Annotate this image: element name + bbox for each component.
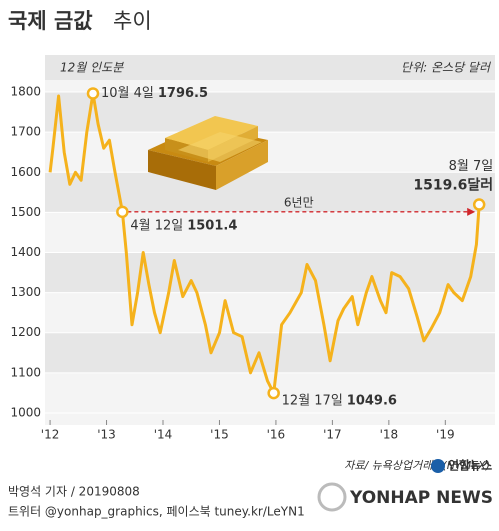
x-tick-label: '14 xyxy=(154,428,173,442)
y-tick-label: 1100 xyxy=(10,365,41,379)
annotation-date: 4월 12일 xyxy=(130,218,183,233)
annotation-marker xyxy=(267,386,280,400)
header-band xyxy=(45,55,495,80)
span-label: 6년만 xyxy=(284,195,314,209)
source: 자료/ 뉴욕상업거래소(NYMEX) xyxy=(344,459,490,472)
x-tick-label: '16 xyxy=(267,428,286,442)
subtitle: 12월 인도분 xyxy=(60,61,124,75)
x-tick-label: '15 xyxy=(210,428,229,442)
y-tick-label: 1600 xyxy=(10,165,41,179)
annotation-value: 1501.4 xyxy=(187,218,237,233)
watermark: YONHAP NEWS xyxy=(349,488,493,508)
credit: 박영석 기자 / 20190808 xyxy=(8,485,140,499)
watermark-icon xyxy=(317,482,347,512)
y-tick-label: 1300 xyxy=(10,285,41,299)
grid-band xyxy=(45,92,495,133)
social: 트위터 @yonhap_graphics, 페이스북 tuney.kr/LeYN… xyxy=(8,505,305,519)
chart-title-suffix: 추이 xyxy=(113,9,152,33)
grid-band xyxy=(45,332,495,373)
annotation-date: 12월 17일 xyxy=(282,394,343,409)
y-tick-label: 1200 xyxy=(10,325,41,339)
annotation-date: 10월 4일 xyxy=(101,86,154,101)
plot-area: 1000 1100 1200 1300 1400 1500 1600 1700 1800 '12 '… xyxy=(10,55,495,442)
annotation-value: 1049.6 xyxy=(347,394,397,409)
annotation-value: 1796.5 xyxy=(158,86,208,101)
y-tick-label: 1000 xyxy=(10,405,41,419)
grid-band xyxy=(45,252,495,293)
x-tick-label: '12 xyxy=(41,428,60,442)
annotation-value: 1519.6달러 xyxy=(413,178,493,194)
y-tick-label: 1500 xyxy=(10,205,41,219)
y-tick-label: 1400 xyxy=(10,245,41,259)
x-tick-label: '19 xyxy=(436,428,455,442)
annotation-marker xyxy=(86,87,100,100)
y-tick-label: 1700 xyxy=(10,125,41,139)
logo: 연합뉴스 xyxy=(448,458,492,473)
annotation-marker xyxy=(116,205,129,219)
annotation-date: 8월 7일 xyxy=(449,159,494,174)
logo-icon xyxy=(431,459,445,473)
annotation-marker xyxy=(472,198,486,211)
gold-bar-illustration xyxy=(148,116,268,190)
y-tick-label: 1800 xyxy=(10,85,41,99)
unit-label: 단위: 온스당 달러 xyxy=(401,61,491,75)
chart-title: 국제 금값 xyxy=(8,9,93,33)
x-tick-label: '17 xyxy=(323,428,342,442)
price-line xyxy=(48,91,481,395)
x-tick-label: '18 xyxy=(380,428,399,442)
span-arrowhead xyxy=(467,207,476,216)
x-tick-label: '13 xyxy=(97,428,116,442)
